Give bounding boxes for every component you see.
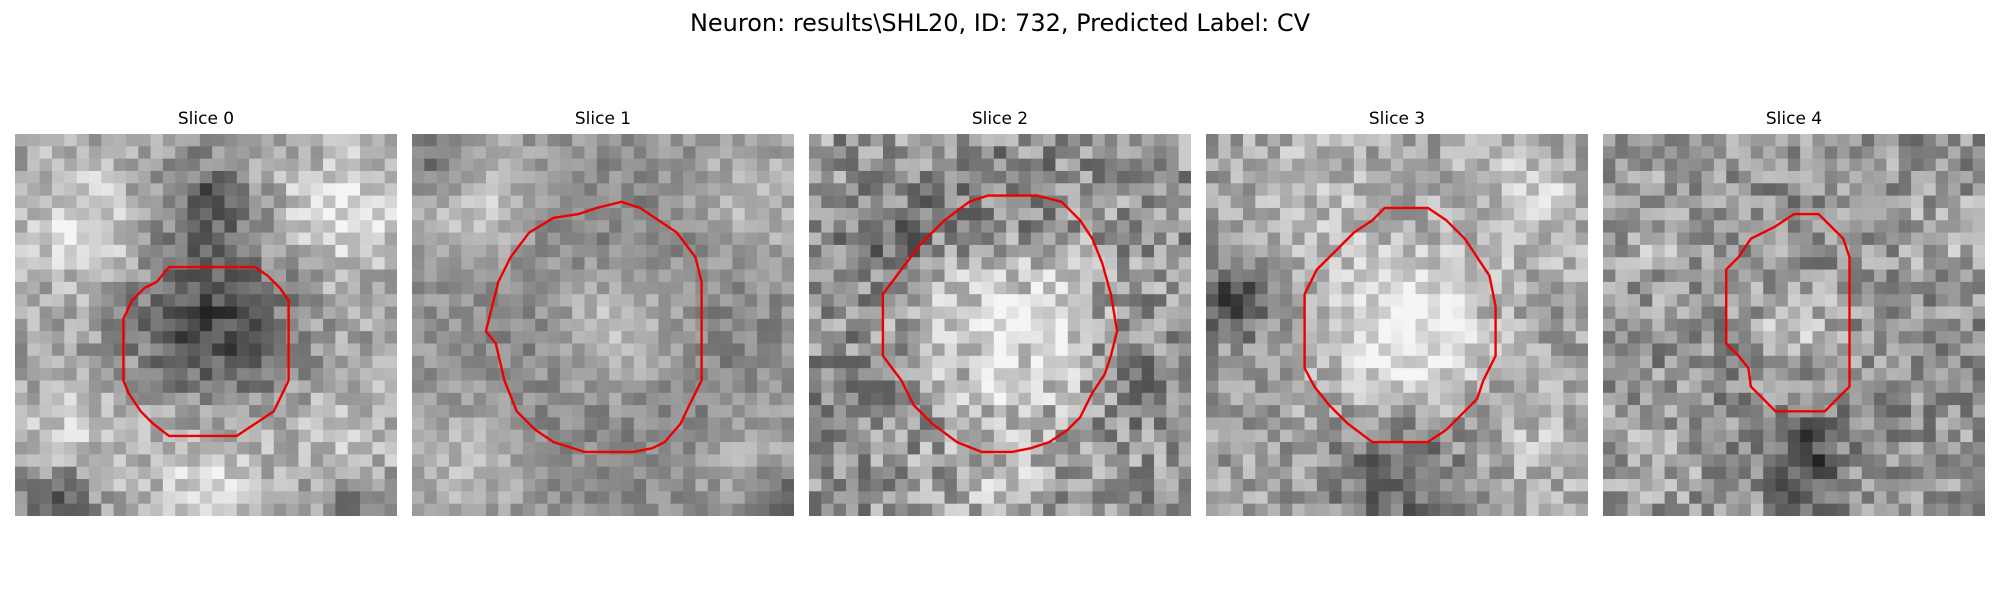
slice-image	[412, 134, 794, 516]
slice-image	[1206, 134, 1588, 516]
segmentation-contour	[122, 265, 290, 438]
slice-image	[15, 134, 397, 516]
slice-title: Slice 0	[177, 109, 235, 129]
slice-image	[809, 134, 1191, 516]
slice-image	[1603, 134, 1985, 516]
slice-title: Slice 2	[971, 109, 1029, 129]
slice-title: Slice 3	[1368, 109, 1426, 129]
slice-title: Slice 4	[1765, 109, 1823, 129]
segmentation-contour	[881, 194, 1119, 454]
segmentation-contour	[1724, 212, 1851, 413]
slice-title: Slice 1	[574, 109, 632, 129]
segmentation-contour	[1303, 206, 1497, 444]
segmentation-contour	[484, 200, 703, 454]
figure-title: Neuron: results\SHL20, ID: 732, Predicte…	[689, 9, 1311, 37]
